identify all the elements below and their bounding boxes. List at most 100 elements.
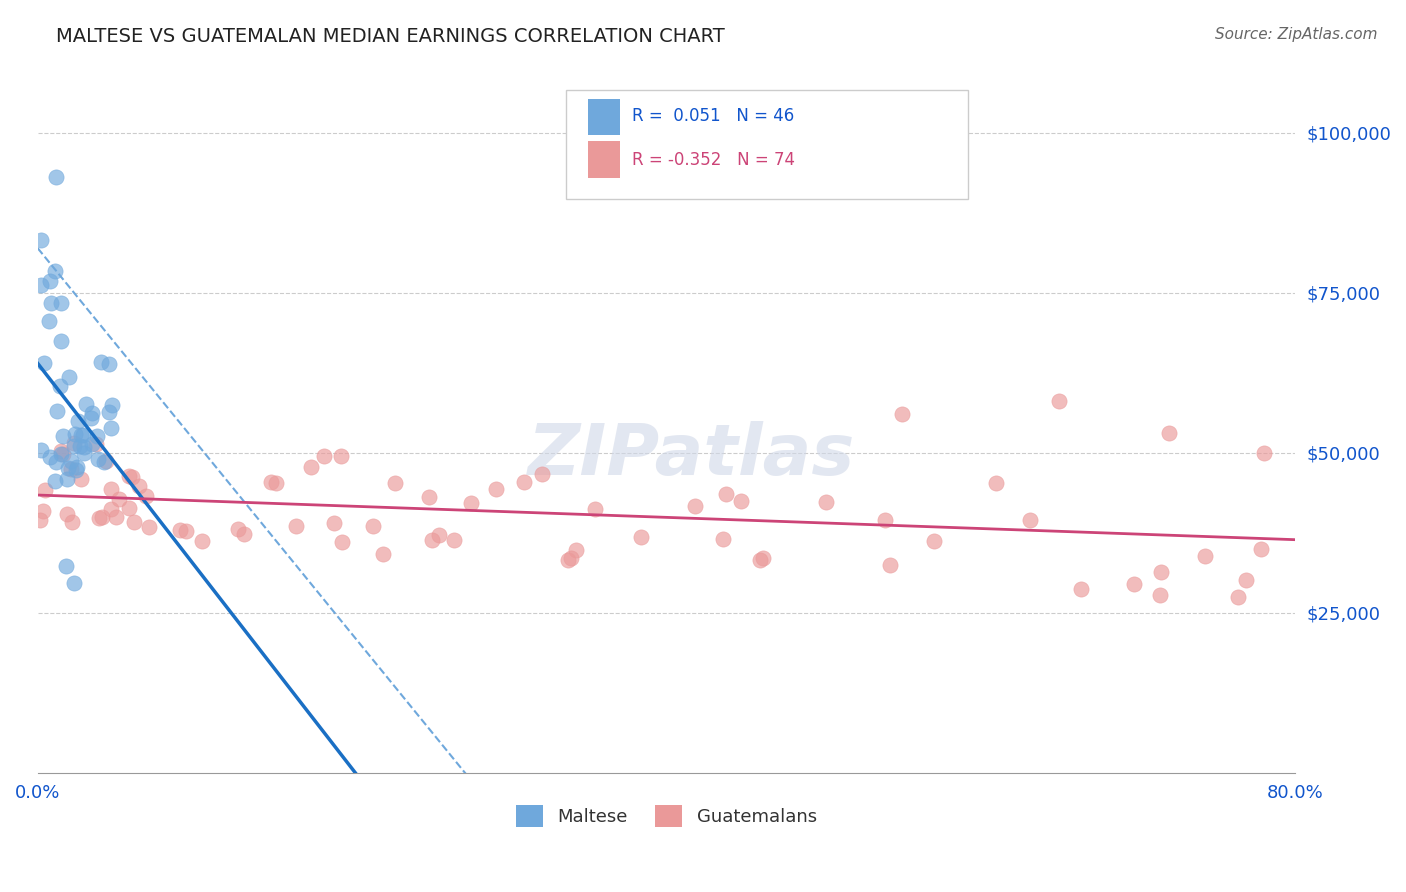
Point	[891, 407, 914, 421]
Point	[266, 475, 288, 490]
Point	[121, 469, 143, 483]
Point	[176, 524, 198, 539]
Point	[100, 420, 122, 434]
Point	[66, 413, 89, 427]
Point	[70, 428, 93, 442]
Point	[39, 274, 62, 288]
FancyBboxPatch shape	[588, 141, 620, 178]
Point	[730, 494, 752, 508]
Point	[55, 559, 77, 574]
Point	[752, 550, 775, 565]
Point	[66, 459, 89, 474]
Point	[314, 449, 336, 463]
Point	[80, 436, 103, 450]
Point	[90, 354, 112, 368]
Point	[922, 533, 945, 548]
Text: ZIPatlas: ZIPatlas	[527, 421, 855, 491]
Point	[39, 295, 62, 310]
Point	[52, 429, 75, 443]
Point	[72, 428, 94, 442]
Point	[814, 495, 837, 509]
Point	[565, 542, 588, 557]
Point	[630, 530, 652, 544]
Point	[138, 520, 160, 534]
Point	[98, 404, 121, 418]
Point	[714, 487, 737, 501]
Text: R = -0.352   N = 74: R = -0.352 N = 74	[633, 151, 796, 169]
Point	[70, 472, 93, 486]
Point	[1047, 394, 1070, 409]
Point	[30, 278, 52, 293]
Point	[87, 511, 110, 525]
Point	[513, 475, 536, 489]
Point	[443, 533, 465, 547]
Text: Source: ZipAtlas.com: Source: ZipAtlas.com	[1215, 27, 1378, 42]
Point	[30, 513, 52, 527]
Point	[31, 504, 53, 518]
Point	[60, 462, 83, 476]
Point	[259, 475, 281, 489]
Point	[1253, 445, 1275, 459]
Point	[226, 522, 249, 536]
Point	[107, 491, 129, 506]
Point	[1159, 426, 1181, 441]
Point	[72, 445, 94, 459]
Point	[49, 296, 72, 310]
Text: R =  0.051   N = 46: R = 0.051 N = 46	[633, 107, 794, 126]
Point	[986, 475, 1008, 490]
Point	[363, 518, 385, 533]
Legend: Maltese, Guatemalans: Maltese, Guatemalans	[509, 797, 824, 834]
Point	[91, 509, 114, 524]
Point	[49, 379, 72, 393]
Point	[299, 460, 322, 475]
Point	[63, 435, 86, 450]
Point	[44, 475, 66, 489]
Point	[87, 452, 110, 467]
Point	[58, 370, 80, 384]
Point	[330, 535, 353, 549]
Point	[560, 551, 582, 566]
Point	[1019, 513, 1042, 527]
Point	[49, 447, 72, 461]
Point	[80, 411, 103, 425]
Point	[62, 515, 84, 529]
Point	[1150, 565, 1173, 579]
Point	[45, 455, 67, 469]
Point	[34, 356, 56, 370]
Point	[73, 440, 96, 454]
Point	[30, 443, 52, 458]
Point	[128, 479, 150, 493]
Point	[65, 463, 87, 477]
Point	[873, 514, 896, 528]
Point	[879, 558, 901, 572]
FancyBboxPatch shape	[588, 99, 620, 136]
Point	[1234, 574, 1257, 588]
Point	[51, 444, 73, 458]
Point	[485, 482, 508, 496]
Point	[683, 499, 706, 513]
Point	[98, 357, 121, 371]
Point	[122, 515, 145, 529]
Point	[86, 429, 108, 443]
Point	[285, 519, 308, 533]
Point	[371, 547, 394, 561]
Point	[100, 482, 122, 496]
Point	[56, 472, 79, 486]
Point	[96, 454, 118, 468]
Point	[135, 489, 157, 503]
Point	[51, 334, 73, 348]
Point	[384, 476, 406, 491]
Point	[711, 532, 734, 546]
Point	[583, 502, 606, 516]
Point	[233, 527, 256, 541]
Point	[93, 455, 115, 469]
Point	[427, 527, 450, 541]
Point	[45, 169, 67, 184]
Point	[38, 314, 60, 328]
Point	[46, 404, 69, 418]
Point	[65, 427, 87, 442]
Point	[748, 553, 770, 567]
Point	[30, 233, 52, 247]
Point	[460, 496, 482, 510]
Point	[1122, 577, 1144, 591]
